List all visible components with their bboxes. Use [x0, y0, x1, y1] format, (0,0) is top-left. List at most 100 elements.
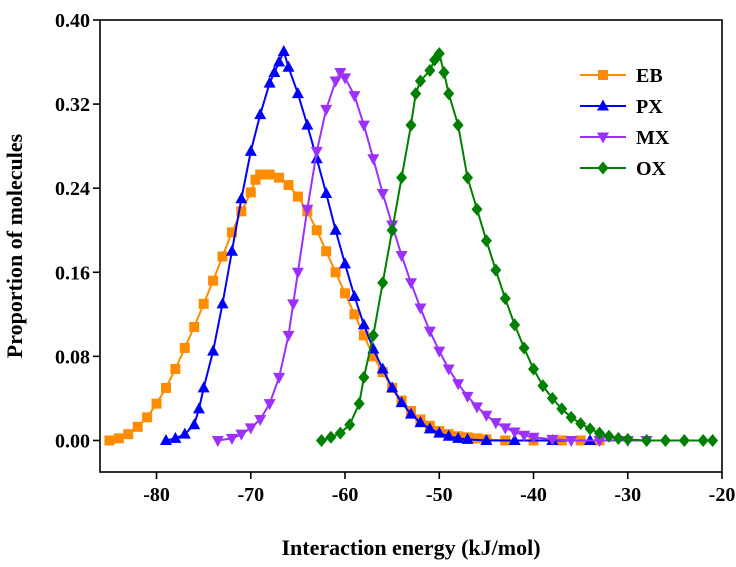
data-point-px	[282, 60, 295, 72]
y-tick-label: 0.40	[55, 10, 90, 32]
data-point-ox	[584, 422, 596, 436]
data-point-ox	[433, 47, 445, 61]
data-point-ox	[410, 87, 422, 101]
data-point-px	[395, 396, 408, 408]
data-point-mx	[423, 326, 436, 338]
data-point-px	[508, 433, 521, 445]
data-point-eb	[368, 351, 379, 362]
data-point-mx	[480, 410, 493, 422]
data-point-eb	[179, 342, 190, 353]
data-point-px	[159, 433, 172, 445]
x-tick-label: -60	[332, 484, 359, 506]
data-point-mx	[320, 104, 333, 116]
data-point-eb	[132, 421, 143, 432]
data-point-px	[376, 362, 389, 374]
data-point-ox	[565, 410, 577, 424]
data-point-mx	[499, 423, 512, 435]
data-point-ox	[641, 433, 653, 447]
data-point-ox	[386, 223, 398, 237]
data-point-ox	[546, 391, 558, 405]
data-point-ox	[358, 370, 370, 384]
data-point-ox	[678, 433, 690, 447]
data-point-ox	[622, 432, 634, 446]
x-tick-label: -80	[143, 484, 170, 506]
data-point-mx	[301, 204, 314, 216]
data-point-mx	[339, 73, 352, 85]
data-point-ox	[490, 263, 502, 277]
data-point-ox	[575, 417, 587, 431]
data-point-eb	[217, 251, 228, 262]
data-point-px	[169, 431, 182, 443]
data-point-px	[225, 244, 238, 256]
data-point-px	[268, 66, 281, 78]
data-point-ox	[438, 66, 450, 80]
data-point-eb	[104, 435, 115, 446]
data-point-px	[320, 186, 333, 198]
data-point-eb	[236, 206, 247, 217]
data-point-eb	[340, 288, 351, 299]
data-point-px	[339, 257, 352, 269]
data-point-mx	[273, 372, 286, 384]
data-point-mx	[287, 299, 300, 311]
x-axis-title: Interaction energy (kJ/mol)	[281, 535, 540, 560]
data-point-mx	[442, 364, 455, 376]
data-point-ox	[697, 433, 709, 447]
data-point-mx	[508, 427, 521, 439]
data-point-px	[244, 144, 257, 156]
x-tick-label: -30	[614, 484, 641, 506]
data-point-mx	[405, 278, 417, 290]
x-tick-label: -20	[709, 484, 736, 506]
x-tick-label: -70	[237, 484, 264, 506]
data-point-ox	[344, 418, 356, 432]
data-point-ox	[612, 431, 624, 445]
data-point-mx	[376, 188, 389, 200]
data-point-mx	[527, 432, 540, 444]
y-tick-label: 0.00	[55, 430, 90, 452]
data-point-eb	[283, 180, 294, 191]
data-point-px	[216, 297, 229, 309]
data-point-ox	[480, 234, 492, 248]
data-point-mx	[433, 346, 446, 358]
data-point-ox	[528, 362, 540, 376]
data-point-px	[386, 381, 399, 393]
legend-label-mx: MX	[636, 127, 670, 149]
data-point-eb	[189, 321, 200, 332]
data-point-mx	[291, 267, 304, 279]
y-tick-label: 0.24	[55, 178, 90, 200]
data-point-ox	[367, 328, 379, 342]
data-point-px	[291, 87, 304, 99]
data-point-mx	[244, 423, 257, 435]
data-point-eb	[123, 429, 134, 440]
data-point-eb	[264, 169, 275, 180]
data-point-mx	[282, 330, 295, 342]
data-point-ox	[659, 433, 671, 447]
data-point-eb	[349, 309, 360, 320]
data-point-mx	[546, 434, 559, 446]
data-point-px	[461, 432, 474, 444]
data-point-eb	[274, 172, 285, 183]
data-point-eb	[358, 330, 369, 341]
data-point-eb	[113, 433, 124, 444]
data-point-ox	[509, 318, 521, 332]
data-point-eb	[160, 382, 171, 393]
data-point-px	[273, 55, 286, 67]
legend: EB PX MX OX	[580, 65, 670, 180]
data-point-ox	[424, 63, 436, 77]
series-px	[159, 45, 597, 445]
data-point-px	[207, 344, 220, 356]
data-point-ox	[452, 118, 464, 132]
data-point-px	[235, 192, 248, 204]
data-point-px	[329, 223, 342, 235]
data-point-mx	[225, 433, 238, 445]
x-tick-label: -50	[426, 484, 453, 506]
data-point-eb	[255, 169, 266, 180]
data-point-px	[197, 381, 210, 393]
data-point-px	[348, 289, 361, 301]
data-point-ox	[405, 118, 417, 132]
data-point-mx	[357, 120, 370, 132]
data-point-ox	[471, 202, 483, 216]
data-point-ox	[537, 379, 549, 393]
data-point-mx	[263, 399, 276, 411]
data-point-eb	[198, 298, 209, 309]
